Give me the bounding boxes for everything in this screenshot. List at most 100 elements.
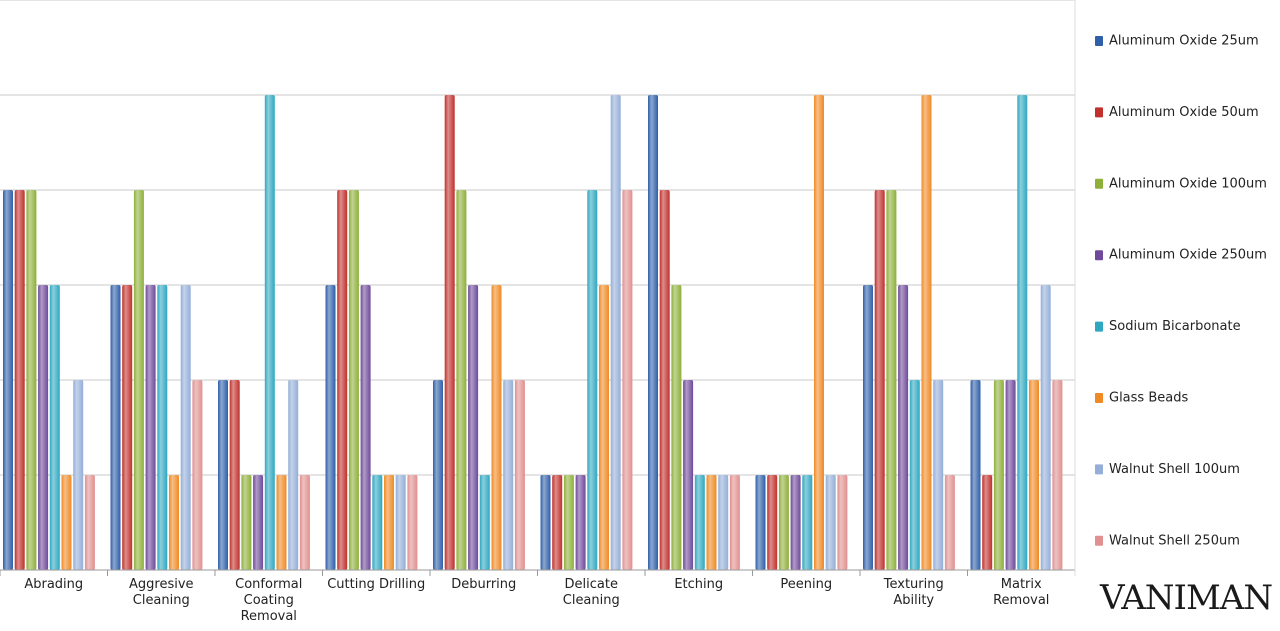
x-tick-label: Peening — [780, 577, 833, 592]
logo: VANIMAN — [1100, 578, 1273, 618]
bar — [540, 475, 551, 570]
bar — [1005, 380, 1016, 570]
bar — [468, 285, 479, 570]
bar — [563, 475, 574, 570]
bar — [970, 380, 981, 570]
legend-label: Glass Beads — [1109, 391, 1188, 406]
bar — [110, 285, 121, 570]
legend-label: Aluminum Oxide 250um — [1109, 248, 1267, 263]
bar — [622, 190, 633, 570]
bar — [479, 475, 490, 570]
bar — [218, 380, 228, 570]
legend-label: Sodium Bicarbonate — [1109, 319, 1241, 334]
bar — [671, 285, 682, 570]
bar — [192, 380, 203, 570]
legend-swatch — [1095, 250, 1103, 261]
bar — [729, 475, 740, 570]
x-tick-label: Delicate Cleaning — [562, 577, 620, 608]
bar — [706, 475, 717, 570]
bar — [503, 380, 514, 570]
legend-label: Walnut Shell 250um — [1109, 533, 1240, 548]
bar — [169, 475, 179, 570]
bar — [587, 190, 598, 570]
bar — [253, 475, 264, 570]
bar — [444, 95, 455, 570]
bar — [755, 475, 766, 570]
bar — [456, 190, 467, 570]
bar — [778, 475, 789, 570]
bar — [491, 285, 502, 570]
bar — [157, 285, 168, 570]
legend-label: Walnut Shell 100um — [1109, 462, 1240, 477]
bar — [921, 95, 932, 570]
bar — [683, 380, 694, 570]
bar — [264, 95, 275, 570]
bar — [790, 475, 801, 570]
bar — [648, 95, 658, 570]
bar — [122, 285, 133, 570]
legend-swatch — [1095, 36, 1103, 46]
bar — [837, 475, 848, 570]
bar — [433, 380, 443, 570]
legend-swatch — [1095, 393, 1103, 403]
bar — [180, 285, 191, 570]
bar — [886, 190, 897, 570]
x-tick-label: Cutting Drilling — [327, 577, 426, 592]
bar — [718, 475, 729, 570]
bar — [384, 475, 394, 570]
bar — [767, 475, 778, 570]
bar — [38, 285, 49, 570]
bar — [694, 475, 705, 570]
bar — [325, 285, 336, 570]
bar — [372, 475, 383, 570]
bar — [863, 285, 873, 570]
bar — [407, 475, 418, 570]
bar — [84, 475, 95, 570]
bar — [3, 190, 13, 570]
bar — [337, 190, 348, 570]
bar — [229, 380, 240, 570]
legend-label: Aluminum Oxide 100um — [1109, 176, 1267, 191]
bar — [599, 285, 609, 570]
bar — [610, 95, 621, 570]
bar — [814, 95, 824, 570]
bar — [133, 190, 144, 570]
bar — [825, 475, 836, 570]
bar — [241, 475, 252, 570]
x-tick-label: Abrading — [24, 577, 84, 592]
bar — [73, 380, 84, 570]
bar — [1017, 95, 1028, 570]
bar — [49, 285, 60, 570]
bar — [360, 285, 371, 570]
bar — [299, 475, 310, 570]
bar — [395, 475, 406, 570]
x-tick-label: Etching — [674, 577, 724, 592]
bar — [575, 475, 586, 570]
bar — [874, 190, 885, 570]
bar — [898, 285, 909, 570]
bar — [1040, 285, 1051, 570]
legend-label: Aluminum Oxide 50um — [1109, 105, 1259, 120]
bar — [982, 475, 993, 570]
bar — [659, 190, 670, 570]
bar — [14, 190, 25, 570]
legend-swatch — [1095, 535, 1103, 546]
x-tick-label: Deburring — [451, 577, 517, 592]
legend-swatch — [1095, 321, 1103, 332]
bar — [1029, 380, 1039, 570]
legend-swatch — [1095, 178, 1103, 189]
bar — [944, 475, 955, 570]
bar — [993, 380, 1004, 570]
bar — [552, 475, 563, 570]
bar — [933, 380, 944, 570]
bar — [514, 380, 525, 570]
bar — [26, 190, 37, 570]
bar — [348, 190, 359, 570]
bar — [276, 475, 287, 570]
legend-swatch — [1095, 107, 1103, 118]
x-tick-label: Texturing Ability — [883, 577, 944, 608]
bar — [61, 475, 72, 570]
bar — [802, 475, 813, 570]
